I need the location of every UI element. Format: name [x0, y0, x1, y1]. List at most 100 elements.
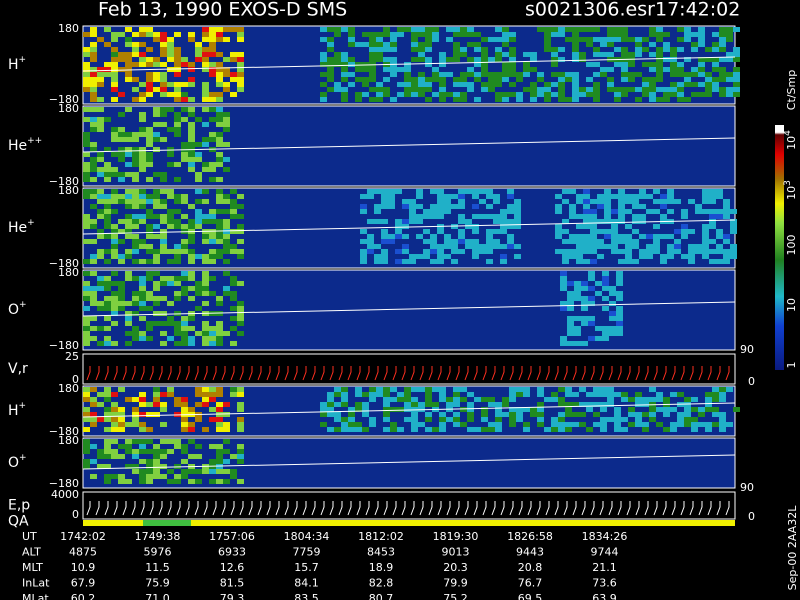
spectrogram-cell: [216, 407, 223, 412]
spectrogram-cell: [649, 62, 656, 67]
spectrogram-cell: [453, 387, 460, 392]
spectrogram-cell: [509, 62, 516, 67]
vector-tick: [140, 366, 145, 381]
spectrogram-cell: [153, 296, 160, 301]
spectrogram-cell: [202, 239, 209, 244]
spectrogram-cell: [581, 321, 588, 326]
spectrogram-cell: [97, 37, 104, 42]
spectrogram-cell: [411, 422, 418, 427]
spectrogram-cell: [590, 214, 597, 219]
spectrogram-cell: [609, 291, 616, 296]
spectrogram-cell: [558, 27, 565, 32]
spectrogram-cell: [474, 97, 481, 102]
spectrogram-cell: [712, 67, 719, 72]
vector-tick: [113, 501, 118, 516]
spectrogram-cell: [160, 276, 167, 281]
spectrogram-cell: [730, 249, 737, 254]
spectrogram-cell: [223, 112, 230, 117]
spectrogram-cell: [153, 57, 160, 62]
spectrogram-cell: [444, 254, 451, 259]
spectrogram-cell: [709, 209, 716, 214]
spectrogram-cell: [418, 27, 425, 32]
panel-label: H+: [8, 55, 26, 74]
spectrogram-cell: [488, 397, 495, 402]
spectrogram-cell: [460, 397, 467, 402]
spectrogram-cell: [216, 479, 223, 484]
spectrogram-cell: [465, 239, 472, 244]
spectrogram-cell: [125, 331, 132, 336]
spectrogram-cell: [418, 32, 425, 37]
spectrogram-cell: [439, 82, 446, 87]
axis-bottom: 0: [72, 508, 79, 521]
spectrogram-cell: [381, 194, 388, 199]
spectrogram-cell: [723, 204, 730, 209]
spectrogram-cell: [719, 412, 726, 417]
spectrogram-cell: [195, 47, 202, 52]
spectrogram-cell: [444, 209, 451, 214]
spectrogram-cell: [209, 254, 216, 259]
spectrogram-cell: [481, 397, 488, 402]
spectrogram-cell: [223, 219, 230, 224]
axis-bottom: 0: [72, 373, 79, 386]
spectrogram-cell: [446, 37, 453, 42]
spectrogram-cell: [223, 67, 230, 72]
spectrogram-cell: [202, 189, 209, 194]
spectrogram-cell: [104, 479, 111, 484]
spectrogram-cell: [670, 422, 677, 427]
spectrogram-cell: [181, 142, 188, 147]
spectrogram-cell: [572, 57, 579, 62]
spectrogram-cell: [139, 412, 146, 417]
spectrogram-cell: [430, 234, 437, 239]
spectrogram-cell: [621, 392, 628, 397]
spectrogram-cell: [104, 341, 111, 346]
spectrogram-cell: [160, 204, 167, 209]
spectrogram-cell: [572, 412, 579, 417]
spectrogram-cell: [632, 244, 639, 249]
spectrogram-cell: [97, 97, 104, 102]
spectrogram-cell: [404, 27, 411, 32]
spectrogram-cell: [348, 417, 355, 422]
spectrogram-cell: [118, 387, 125, 392]
spectrogram-cell: [390, 37, 397, 42]
spectrogram-cell: [481, 52, 488, 57]
spectrogram-cell: [509, 92, 516, 97]
spectrogram-cell: [83, 87, 90, 92]
spectrogram-cell: [667, 199, 674, 204]
spectrogram-cell: [453, 402, 460, 407]
spectrogram-cell: [733, 92, 740, 97]
vector-tick: [401, 501, 406, 516]
spectrogram-cell: [125, 107, 132, 112]
axis-bottom: −180: [49, 257, 79, 270]
spectrogram-cell: [390, 42, 397, 47]
spectrogram-cell: [216, 387, 223, 392]
vector-tick: [437, 366, 442, 381]
spectrogram-cell: [209, 341, 216, 346]
spectrogram-cell: [397, 392, 404, 397]
spectrogram-cell: [583, 214, 590, 219]
spectrogram-cell: [111, 199, 118, 204]
spectrogram-cell: [181, 427, 188, 432]
spectrogram-cell: [600, 407, 607, 412]
spectrogram-cell: [388, 199, 395, 204]
spectrogram-cell: [602, 271, 609, 276]
spectrogram-cell: [153, 214, 160, 219]
spectrogram-cell: [153, 224, 160, 229]
spectrogram-cell: [642, 412, 649, 417]
vector-tick: [527, 501, 532, 516]
spectrogram-cell: [216, 301, 223, 306]
spectrogram-cell: [567, 321, 574, 326]
spectrogram-cell: [712, 412, 719, 417]
spectrogram-cell: [653, 234, 660, 239]
spectrogram-cell: [493, 229, 500, 234]
spectrogram-cell: [202, 37, 209, 42]
spectrogram-cell: [153, 204, 160, 209]
spectrogram-cell: [565, 27, 572, 32]
spectrogram-cell: [132, 152, 139, 157]
spectrogram-cell: [223, 239, 230, 244]
spectrogram-cell: [97, 276, 104, 281]
spectrogram-cell: [530, 97, 537, 102]
spectrogram-cell: [90, 77, 97, 82]
spectrogram-cell: [104, 449, 111, 454]
spectrogram-cell: [660, 204, 667, 209]
spectrogram-cell: [635, 417, 642, 422]
